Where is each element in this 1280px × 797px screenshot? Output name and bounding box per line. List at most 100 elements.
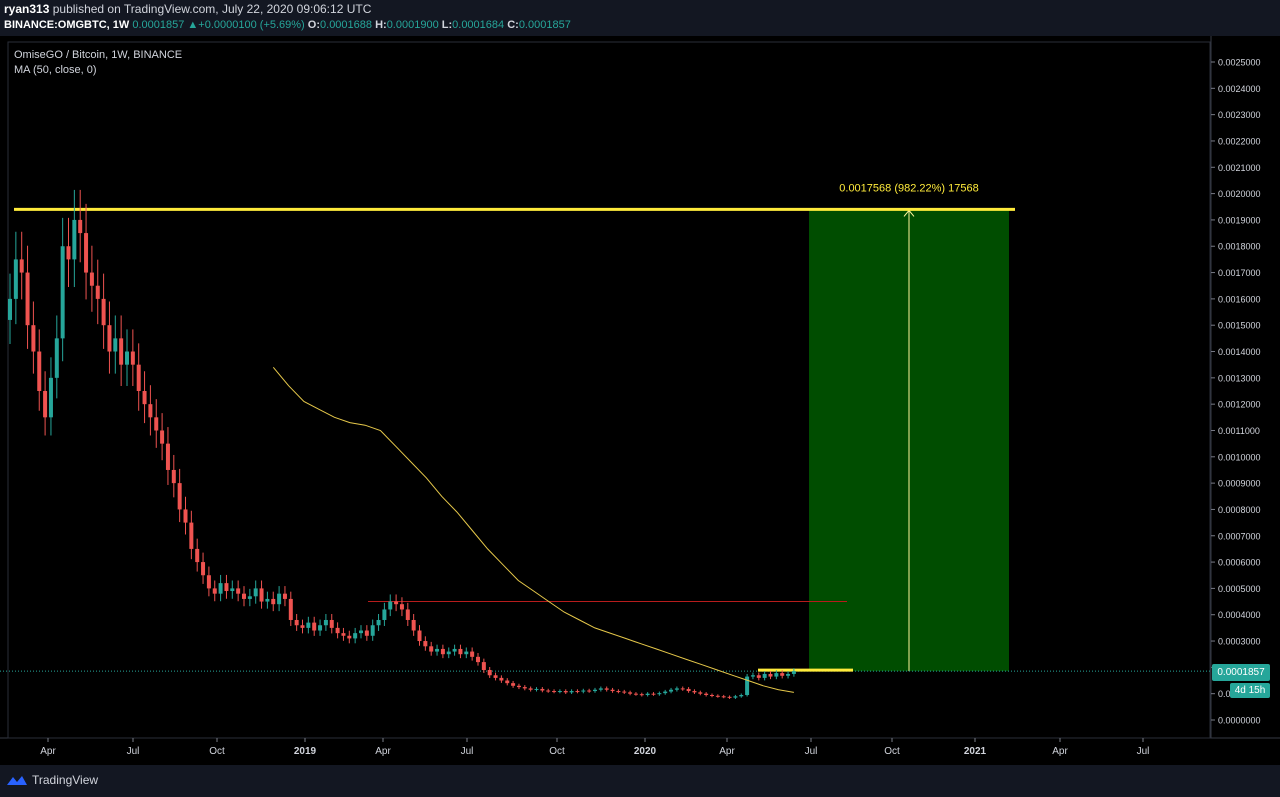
candle[interactable] <box>487 669 492 676</box>
candle[interactable] <box>440 648 445 655</box>
candle[interactable] <box>160 430 165 444</box>
candle[interactable] <box>540 688 545 691</box>
candle[interactable] <box>435 648 440 652</box>
candle[interactable] <box>569 691 574 693</box>
candle[interactable] <box>680 688 685 690</box>
candle[interactable] <box>651 693 656 695</box>
candle[interactable] <box>66 246 71 260</box>
candle[interactable] <box>622 691 627 693</box>
candle[interactable] <box>347 635 352 639</box>
candle[interactable] <box>470 651 475 657</box>
candle[interactable] <box>177 483 182 510</box>
candle[interactable] <box>288 598 293 620</box>
candle[interactable] <box>639 694 644 696</box>
candle[interactable] <box>19 259 24 273</box>
candle[interactable] <box>546 690 551 692</box>
candle[interactable] <box>557 691 562 693</box>
candle[interactable] <box>236 588 241 594</box>
symbol-label[interactable]: BINANCE:OMGBTC, 1W <box>4 19 130 31</box>
candle[interactable] <box>95 285 100 299</box>
candle[interactable] <box>715 695 720 697</box>
candle[interactable] <box>388 601 393 610</box>
candle[interactable] <box>581 690 586 692</box>
candle[interactable] <box>370 625 375 636</box>
candle[interactable] <box>534 688 539 690</box>
candle[interactable] <box>499 677 504 681</box>
candle[interactable] <box>271 598 276 605</box>
candle[interactable] <box>25 272 30 326</box>
candle[interactable] <box>458 648 463 655</box>
candle[interactable] <box>745 676 750 695</box>
candle[interactable] <box>394 601 399 605</box>
candle[interactable] <box>452 648 457 652</box>
candle[interactable] <box>663 691 668 694</box>
candle[interactable] <box>312 622 317 631</box>
candle[interactable] <box>446 651 451 655</box>
candle[interactable] <box>148 404 153 418</box>
candle[interactable] <box>54 338 59 378</box>
candle[interactable] <box>119 338 124 365</box>
candle[interactable] <box>587 690 592 692</box>
candle[interactable] <box>382 609 387 620</box>
candle[interactable] <box>750 675 755 677</box>
candle[interactable] <box>247 596 252 599</box>
candle[interactable] <box>84 233 89 273</box>
candle[interactable] <box>774 673 779 677</box>
candle[interactable] <box>768 673 773 677</box>
candle[interactable] <box>669 689 674 692</box>
candle[interactable] <box>154 417 159 431</box>
candle[interactable] <box>341 633 346 636</box>
candle[interactable] <box>259 588 264 602</box>
candle[interactable] <box>522 687 527 689</box>
candle[interactable] <box>791 671 796 674</box>
candle[interactable] <box>417 630 422 642</box>
candle[interactable] <box>282 593 287 599</box>
candle[interactable] <box>552 691 557 693</box>
candle[interactable] <box>633 693 638 695</box>
price-chart[interactable]: 0.0025000 0.0024000 0.0023000 0.0022000 0.00… <box>0 36 1280 765</box>
candle[interactable] <box>628 692 633 694</box>
candle[interactable] <box>253 588 258 597</box>
candle[interactable] <box>563 691 568 693</box>
candle[interactable] <box>698 692 703 694</box>
candle[interactable] <box>60 246 65 339</box>
brand[interactable]: TradingView <box>6 773 98 787</box>
candle[interactable] <box>195 548 200 563</box>
candle[interactable] <box>300 625 305 628</box>
candle[interactable] <box>423 641 428 647</box>
candle[interactable] <box>212 588 217 594</box>
candle[interactable] <box>476 656 480 663</box>
candle[interactable] <box>165 443 170 470</box>
candle[interactable] <box>505 680 510 684</box>
indicator-label[interactable]: MA (50, close, 0) <box>14 64 97 76</box>
candle[interactable] <box>756 675 761 678</box>
candle[interactable] <box>405 609 410 620</box>
candle[interactable] <box>710 694 714 696</box>
candle[interactable] <box>265 598 270 602</box>
candle[interactable] <box>610 689 615 692</box>
candle[interactable] <box>31 325 36 352</box>
candle[interactable] <box>323 619 328 626</box>
candle[interactable] <box>171 469 176 484</box>
candle[interactable] <box>727 696 732 698</box>
candle[interactable] <box>762 673 767 678</box>
candle[interactable] <box>733 696 738 698</box>
candle[interactable] <box>125 351 129 365</box>
candle[interactable] <box>493 675 498 678</box>
candle[interactable] <box>616 691 621 693</box>
candle[interactable] <box>704 693 709 695</box>
candle[interactable] <box>376 619 381 626</box>
candle[interactable] <box>780 673 785 676</box>
candle[interactable] <box>674 688 679 690</box>
candle[interactable] <box>335 627 340 634</box>
candle[interactable] <box>645 693 650 695</box>
candle[interactable] <box>13 259 18 299</box>
candle[interactable] <box>464 651 469 655</box>
candle[interactable] <box>593 689 597 692</box>
candle[interactable] <box>604 688 609 690</box>
candle[interactable] <box>528 688 533 690</box>
candle[interactable] <box>224 583 229 592</box>
candle[interactable] <box>692 691 697 693</box>
candle[interactable] <box>8 298 12 320</box>
candle[interactable] <box>37 351 42 391</box>
